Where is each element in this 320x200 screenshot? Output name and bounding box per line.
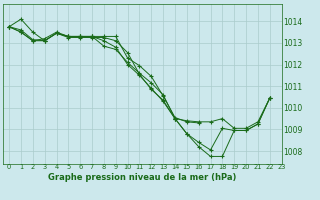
X-axis label: Graphe pression niveau de la mer (hPa): Graphe pression niveau de la mer (hPa) — [48, 173, 236, 182]
